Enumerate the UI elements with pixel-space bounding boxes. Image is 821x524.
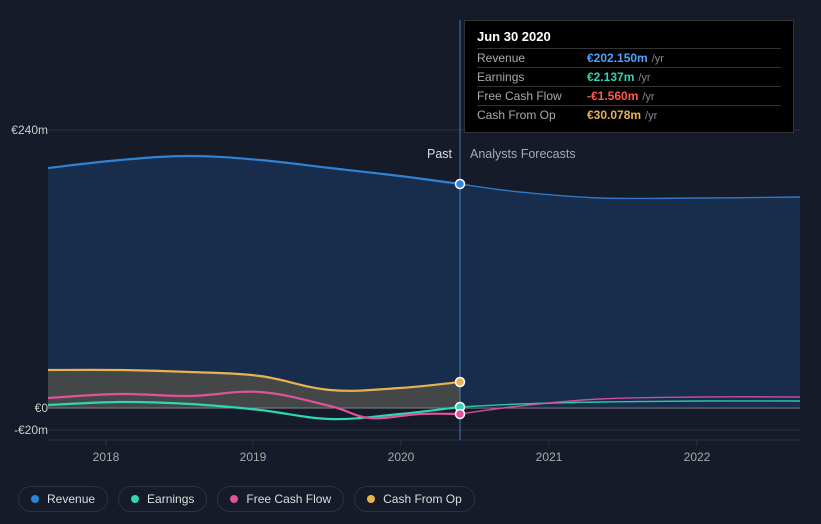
tooltip-metric-label: Cash From Op — [477, 108, 587, 122]
tooltip-metric-unit: /yr — [645, 110, 657, 122]
forecast-label: Analysts Forecasts — [470, 147, 576, 161]
tooltip-metric-value: €202.150m — [587, 51, 648, 65]
tooltip-row: Earnings€2.137m/yr — [477, 67, 781, 86]
y-tick-label: €0 — [35, 401, 48, 415]
legend-label: Revenue — [47, 492, 95, 506]
legend-item[interactable]: Cash From Op — [354, 486, 475, 512]
x-tick-label: 2022 — [684, 450, 711, 464]
legend: Revenue Earnings Free Cash Flow Cash From O… — [18, 486, 475, 512]
tooltip-metric-value: -€1.560m — [587, 89, 638, 103]
legend-dot-icon — [230, 495, 238, 503]
tooltip-metric-value: €30.078m — [587, 108, 641, 122]
tooltip-metric-label: Earnings — [477, 70, 587, 84]
x-tick-label: 2018 — [93, 450, 120, 464]
y-tick-label: -€20m — [14, 423, 48, 437]
legend-item[interactable]: Free Cash Flow — [217, 486, 344, 512]
tooltip-row: Free Cash Flow-€1.560m/yr — [477, 86, 781, 105]
hover-tooltip: Jun 30 2020 Revenue€202.150m/yrEarnings€… — [464, 20, 794, 133]
legend-dot-icon — [367, 495, 375, 503]
tooltip-metric-unit: /yr — [642, 91, 654, 103]
tooltip-metric-value: €2.137m — [587, 70, 634, 84]
past-label: Past — [427, 147, 452, 161]
financial-chart: €240m €0 -€20m Past Analysts Forecasts 2… — [0, 0, 821, 524]
legend-item[interactable]: Revenue — [18, 486, 108, 512]
x-tick-label: 2019 — [240, 450, 267, 464]
y-tick-label: €240m — [11, 123, 48, 137]
x-tick-label: 2021 — [536, 450, 563, 464]
x-tick-label: 2020 — [388, 450, 415, 464]
legend-label: Cash From Op — [383, 492, 462, 506]
tooltip-metric-label: Revenue — [477, 51, 587, 65]
legend-dot-icon — [31, 495, 39, 503]
tooltip-metric-unit: /yr — [638, 72, 650, 84]
legend-label: Free Cash Flow — [246, 492, 331, 506]
legend-item[interactable]: Earnings — [118, 486, 207, 512]
legend-label: Earnings — [147, 492, 194, 506]
tooltip-row: Cash From Op€30.078m/yr — [477, 105, 781, 124]
legend-dot-icon — [131, 495, 139, 503]
tooltip-row: Revenue€202.150m/yr — [477, 48, 781, 67]
tooltip-metric-label: Free Cash Flow — [477, 89, 587, 103]
tooltip-metric-unit: /yr — [652, 53, 664, 65]
tooltip-date: Jun 30 2020 — [477, 29, 781, 44]
